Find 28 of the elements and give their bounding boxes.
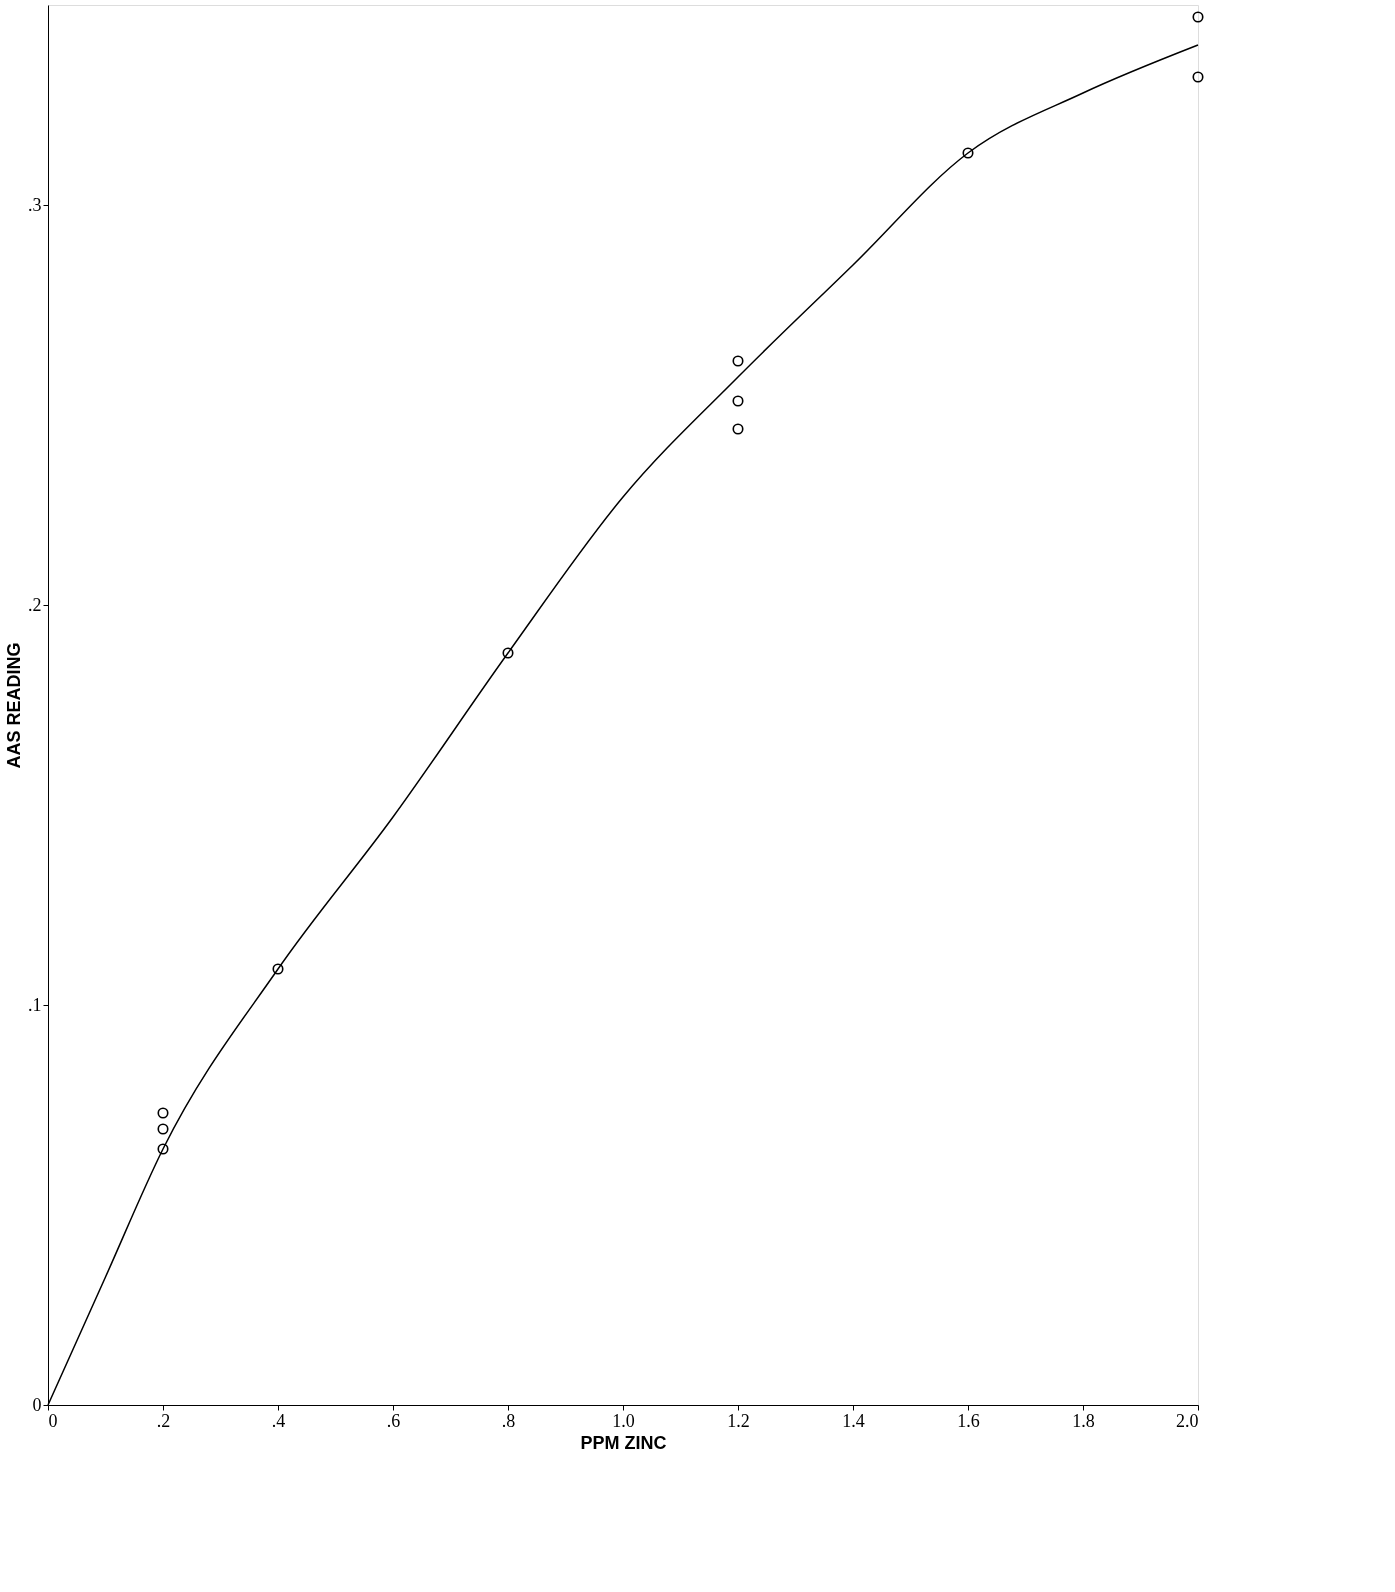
point (1192, 11, 1204, 23)
x-tick-label: 1.2 (727, 1410, 750, 1431)
point (157, 1107, 169, 1119)
point (272, 963, 284, 975)
x-tick-label: 1.4 (842, 1410, 865, 1431)
point (962, 147, 974, 159)
y-tick-label: 0 (32, 1394, 42, 1415)
point (502, 647, 514, 659)
x-tick-label: .6 (386, 1410, 401, 1431)
x-tick-label: .4 (271, 1410, 286, 1431)
point (732, 355, 744, 367)
x-tick-label: .8 (501, 1410, 516, 1431)
x-tick-label: .2 (156, 1410, 171, 1431)
y-axis-title: AAS READING (4, 642, 24, 769)
x-tick-label: 0 (48, 1410, 58, 1431)
y-tick-label: .1 (28, 994, 42, 1015)
x-tick-label: 1.0 (612, 1410, 635, 1431)
point (157, 1123, 169, 1135)
x-tick-label: 1.8 (1072, 1410, 1095, 1431)
point (732, 395, 744, 407)
x-axis-title: PPM ZINC (580, 1432, 667, 1453)
x-tick-label: 2.0 (1176, 1410, 1199, 1431)
point (157, 1143, 169, 1155)
x-tick-label: 1.6 (957, 1410, 980, 1431)
y-tick-label: .2 (28, 594, 42, 615)
y-tick-label: .3 (28, 194, 42, 215)
point (732, 423, 744, 435)
point (1192, 71, 1204, 83)
